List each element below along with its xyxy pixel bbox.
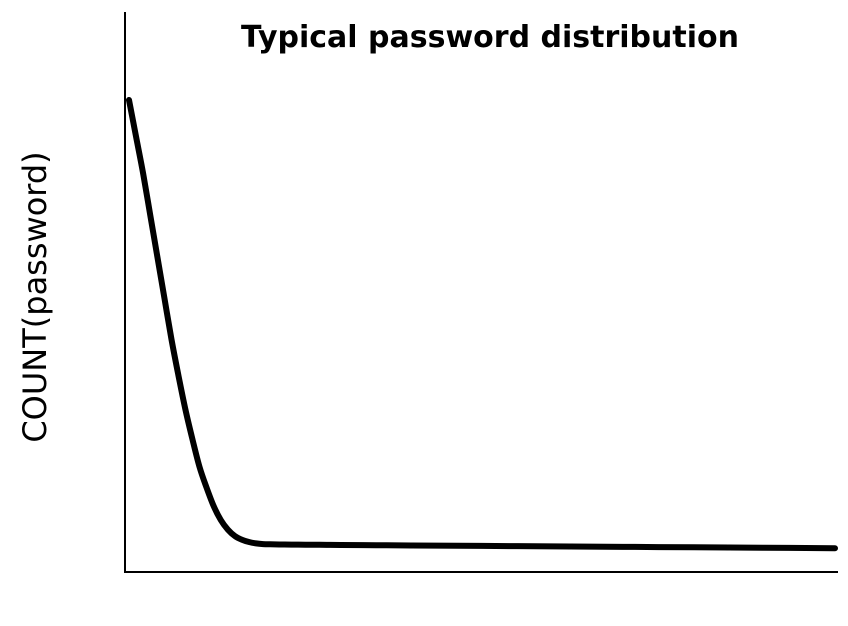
series-line-0 — [126, 97, 838, 552]
y-axis-label: COUNT(password) — [16, 151, 54, 442]
chart-title: Typical password distribution — [241, 20, 739, 55]
plot-area — [126, 97, 838, 552]
